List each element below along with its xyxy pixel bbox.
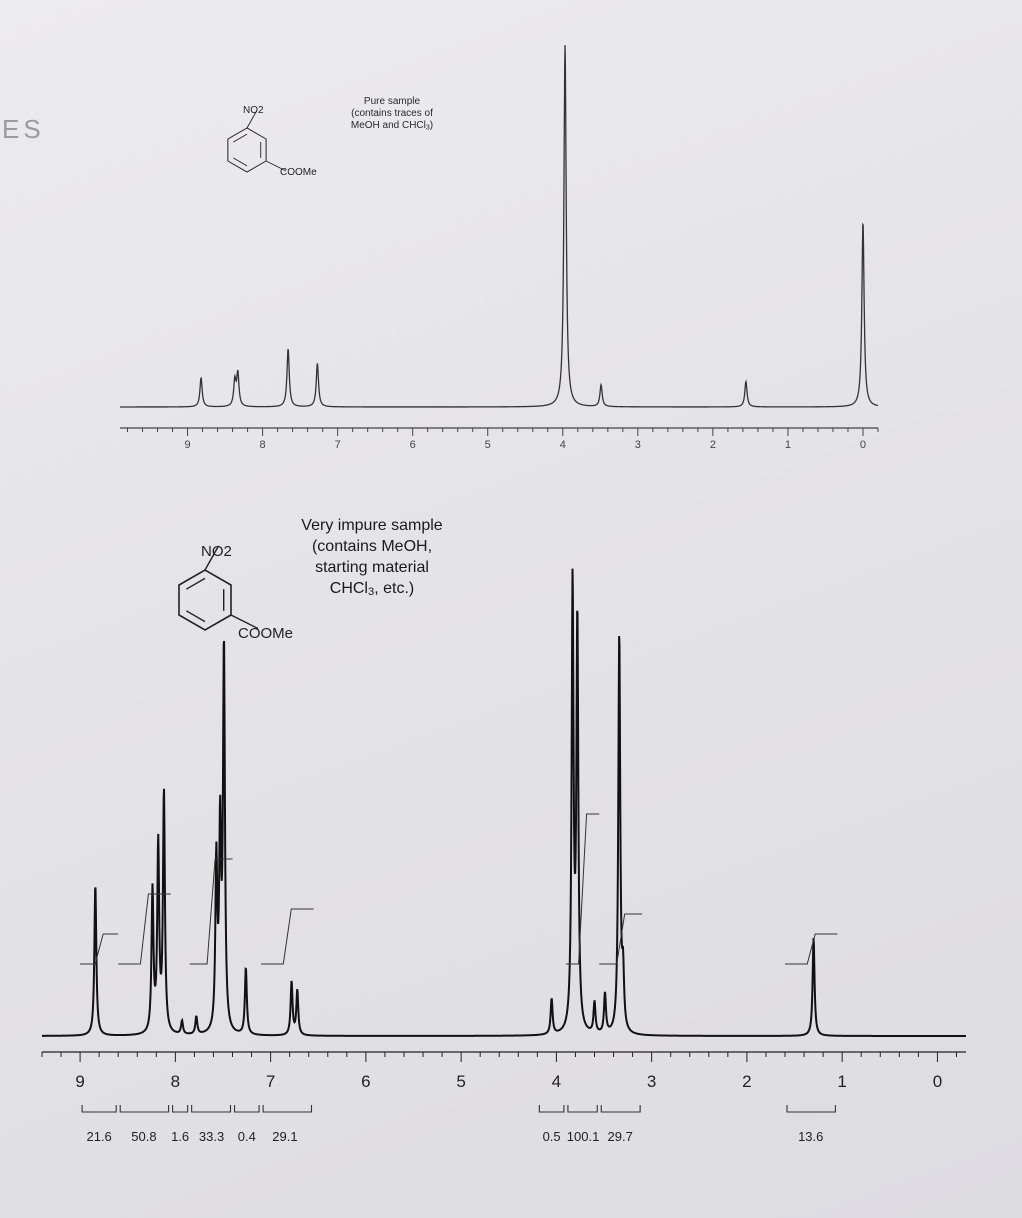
integration-bracket: [786, 1105, 836, 1113]
integral-curve: [785, 933, 838, 965]
x-tick-label: 6: [361, 1072, 370, 1091]
x-tick-label: 9: [184, 439, 190, 451]
x-tick-label: 0: [933, 1072, 942, 1091]
integration-bracket: [191, 1105, 232, 1113]
integration-value: 29.7: [608, 1129, 633, 1144]
x-tick-label: 8: [171, 1072, 180, 1091]
x-tick-label: 7: [335, 439, 341, 451]
x-tick-label: 2: [742, 1072, 751, 1091]
integration-bracket: [172, 1105, 189, 1113]
top-annotation-line-3: MeOH and CHCl3): [312, 120, 472, 134]
x-tick-label: 4: [552, 1072, 561, 1091]
bottom-annotation-solvent: CHCl: [329, 580, 368, 597]
spectrum-2: 9 8 7 6 5 4 3 2 1 0 NO2 COOMe 21.6 50.8 1.6 33.3 0.4 29.1…: [41, 543, 966, 1144]
integration-bracket: [538, 1105, 565, 1113]
x-tick-label: 4: [560, 439, 566, 451]
integration-value: 100.1: [567, 1129, 600, 1144]
ring-double-bond: [233, 157, 248, 167]
bottom-annotation-line-4: CHCl3, etc.): [268, 578, 476, 603]
bottom-annotation: Very impure sample (contains MeOH, start…: [268, 515, 476, 603]
coome-label: COOMe: [280, 167, 317, 178]
benzene-ring: [227, 127, 267, 173]
top-annotation-subscript: 3: [425, 124, 430, 132]
integral-curve: [261, 908, 314, 965]
x-tick-label: 1: [837, 1072, 846, 1091]
no2-label: NO2: [201, 543, 232, 560]
bottom-annotation-close: , etc.): [374, 580, 415, 597]
no2-bond: [246, 110, 258, 129]
top-annotation: Pure sample (contains traces of MeOH and…: [312, 96, 472, 134]
top-annotation-line-2: (contains traces of: [351, 108, 433, 119]
page-margin-text: ES: [2, 114, 45, 144]
spectrum-trace: [42, 568, 966, 1037]
x-tick-label: 9: [75, 1072, 84, 1091]
x-tick-label: 0: [860, 439, 866, 451]
bottom-annotation-line-2: (contains MeOH,: [311, 538, 433, 555]
spectrum-trace: [120, 45, 879, 408]
top-annotation-solvent: MeOH and CHCl: [350, 120, 426, 131]
x-tick-label: 8: [260, 439, 266, 451]
integral-curve: [80, 933, 119, 965]
integration-value: 0.5: [543, 1129, 561, 1144]
integration-value: 0.4: [238, 1129, 256, 1144]
no2-label: NO2: [243, 105, 264, 116]
benzene-ring: [178, 569, 232, 631]
x-tick-label: 5: [485, 439, 491, 451]
coome-label: COOMe: [238, 625, 293, 642]
x-tick-label: 7: [266, 1072, 275, 1091]
integral-curve: [599, 913, 643, 965]
x-tick-label: 6: [410, 439, 416, 451]
integration-value: 50.8: [131, 1129, 156, 1144]
top-annotation-close: ): [429, 120, 434, 131]
ring-double-bond: [185, 577, 206, 590]
integral-curve: [565, 813, 600, 965]
top-annotation-line-1: Pure sample: [363, 96, 421, 107]
bottom-annotation-subscript: 3: [367, 586, 375, 599]
x-tick-label: 2: [710, 439, 716, 451]
coome-bond: [265, 160, 287, 172]
coome-bond: [230, 614, 259, 630]
x-tick-label: 3: [647, 1072, 656, 1091]
x-tick-label: 5: [456, 1072, 465, 1091]
integration-value: 21.6: [86, 1129, 111, 1144]
x-tick-label: 1: [785, 439, 791, 451]
ring-double-bond: [185, 610, 206, 623]
integration-value: 1.6: [171, 1129, 189, 1144]
integral-curve: [189, 858, 233, 965]
bottom-annotation-line-3: starting material: [315, 559, 429, 576]
integral-curve: [118, 893, 171, 965]
integration-value: 13.6: [798, 1129, 823, 1144]
ring-double-bond: [233, 133, 248, 143]
integration-bracket: [600, 1105, 641, 1113]
bottom-annotation-line-1: Very impure sample: [301, 517, 443, 534]
integration-bracket: [233, 1105, 260, 1113]
integration-bracket: [262, 1105, 313, 1113]
integration-value: 29.1: [272, 1129, 297, 1144]
x-tick-label: 3: [635, 439, 641, 451]
integration-value: 33.3: [199, 1129, 224, 1144]
spectrum-1: 9 8 7 6 5 4 3 2 1 0 NO2 COOMe: [120, 45, 879, 451]
no2-bond: [204, 545, 220, 571]
integration-bracket: [567, 1105, 598, 1113]
integration-bracket: [119, 1105, 170, 1113]
integration-bracket: [81, 1105, 117, 1113]
